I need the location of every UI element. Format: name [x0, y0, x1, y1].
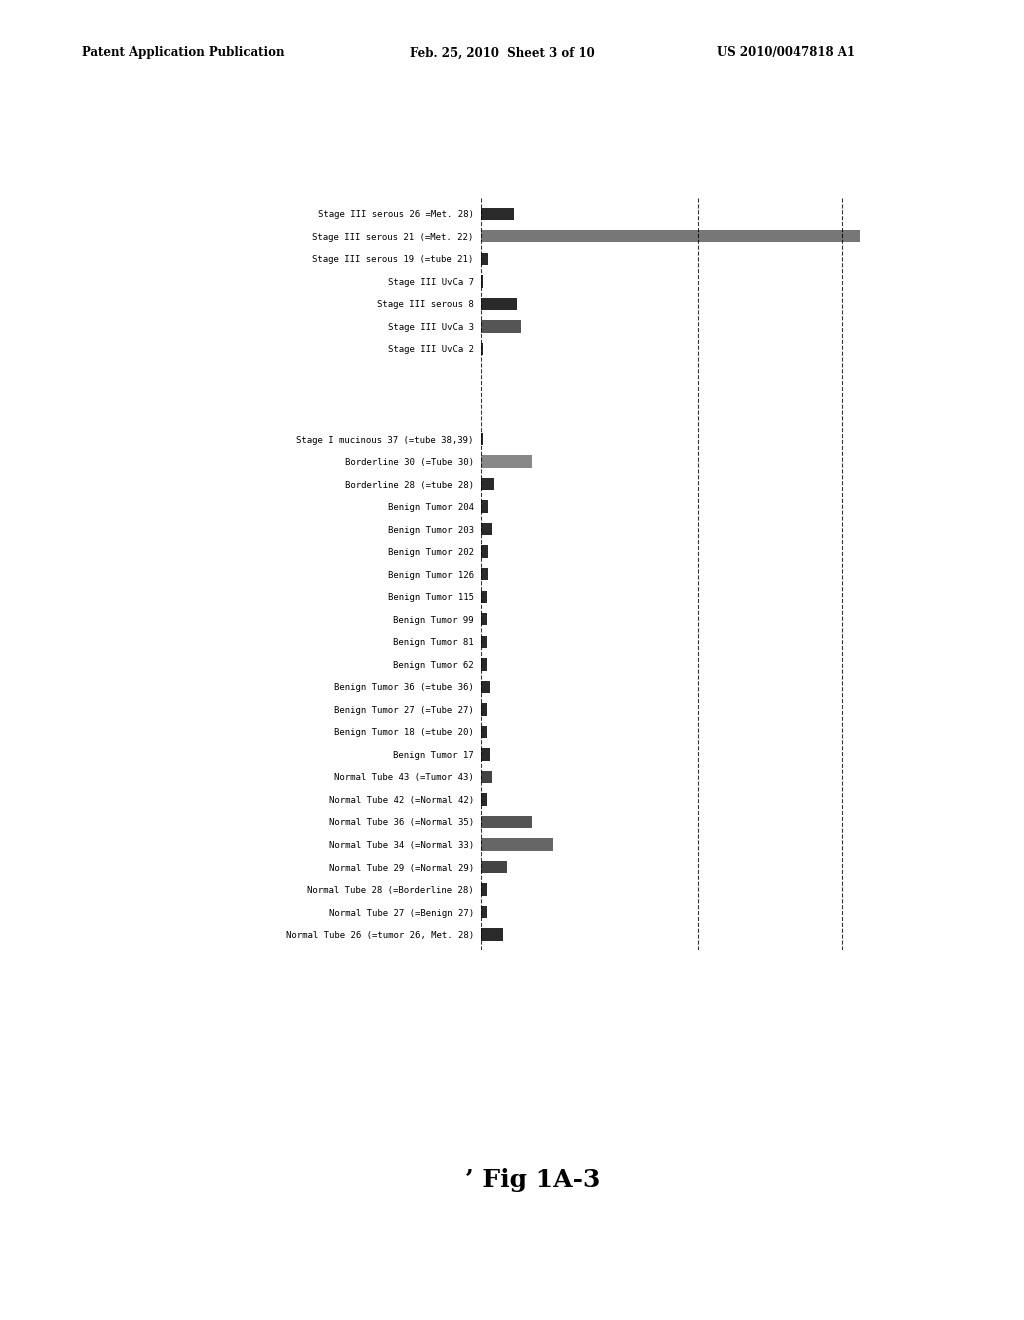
Bar: [481, 612, 486, 626]
Bar: [481, 478, 494, 490]
Bar: [481, 771, 493, 783]
Text: ’ Fig 1A-3: ’ Fig 1A-3: [465, 1168, 600, 1192]
Bar: [481, 545, 488, 558]
Bar: [481, 906, 486, 919]
Bar: [481, 816, 531, 828]
Bar: [481, 343, 483, 355]
Bar: [481, 275, 483, 288]
Bar: [481, 704, 486, 715]
Bar: [481, 252, 488, 265]
Bar: [481, 793, 486, 805]
Text: Patent Application Publication: Patent Application Publication: [82, 46, 285, 59]
Bar: [481, 748, 490, 760]
Bar: [481, 726, 486, 738]
Bar: [481, 838, 553, 850]
Bar: [481, 455, 531, 467]
Bar: [481, 298, 517, 310]
Bar: [481, 500, 488, 512]
Text: Feb. 25, 2010  Sheet 3 of 10: Feb. 25, 2010 Sheet 3 of 10: [410, 46, 594, 59]
Bar: [481, 636, 486, 648]
Bar: [481, 861, 507, 874]
Bar: [481, 681, 490, 693]
Bar: [481, 433, 483, 445]
Bar: [481, 523, 493, 536]
Bar: [481, 568, 488, 581]
Bar: [481, 207, 514, 220]
Bar: [481, 230, 860, 243]
Bar: [481, 928, 503, 941]
Text: US 2010/0047818 A1: US 2010/0047818 A1: [717, 46, 855, 59]
Bar: [481, 883, 486, 896]
Bar: [481, 590, 486, 603]
Bar: [481, 321, 521, 333]
Bar: [481, 659, 486, 671]
